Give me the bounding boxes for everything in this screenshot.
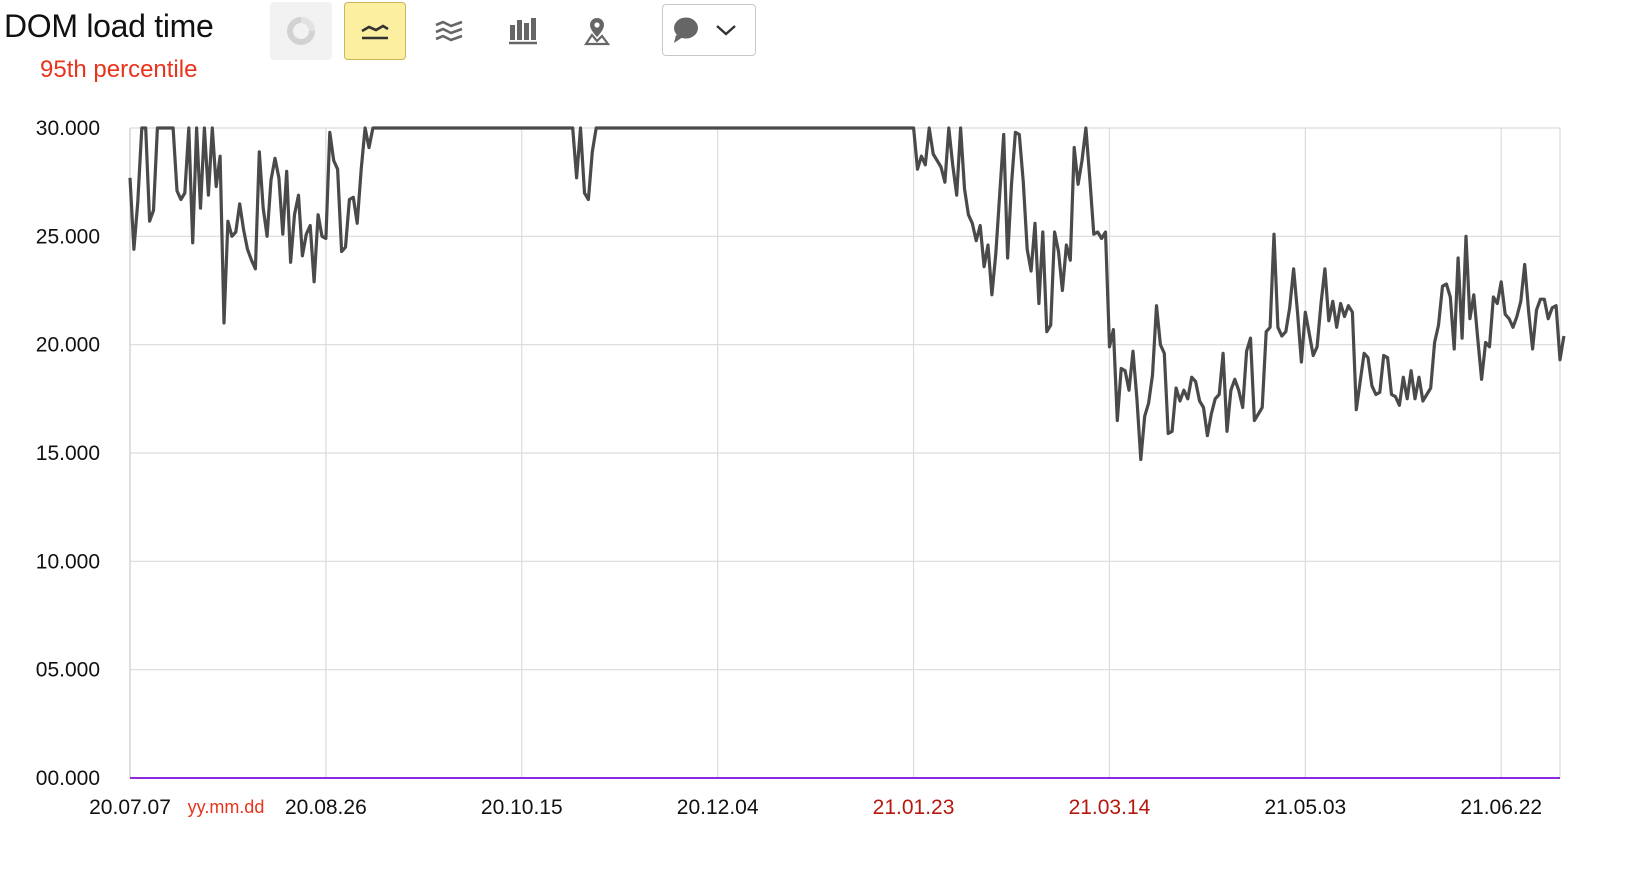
map-pin-icon xyxy=(583,18,611,46)
x-tick-label: 20.07.07 xyxy=(89,796,171,819)
y-tick-label: 15.000 xyxy=(36,442,100,465)
chart-subtitle: 95th percentile xyxy=(40,56,198,83)
x-tick-label: 21.01.23 xyxy=(873,796,955,819)
map-chart-button[interactable] xyxy=(566,2,628,60)
area-chart-button[interactable] xyxy=(418,2,480,60)
pie-chart-button[interactable] xyxy=(270,2,332,60)
comment-select[interactable] xyxy=(662,4,756,56)
pie-chart-icon xyxy=(287,17,315,45)
bar-chart-icon xyxy=(509,18,537,45)
x-date-format-label: yy.mm.dd xyxy=(188,797,265,817)
x-tick-label: 21.05.03 xyxy=(1264,796,1346,819)
y-tick-label: 10.000 xyxy=(36,550,100,573)
comment-icon xyxy=(674,17,698,43)
bar-chart-button[interactable] xyxy=(492,2,554,60)
x-tick-label: 20.08.26 xyxy=(285,796,367,819)
line-chart-button[interactable] xyxy=(344,2,406,60)
series-line xyxy=(128,126,1566,462)
x-tick-label: 20.12.04 xyxy=(677,796,759,819)
y-tick-label: 00.000 xyxy=(36,767,100,790)
y-tick-label: 20.000 xyxy=(36,334,100,357)
page-title: DOM load time xyxy=(4,8,214,44)
y-tick-label: 30.000 xyxy=(36,117,100,140)
y-tick-label: 25.000 xyxy=(36,225,100,248)
chevron-down-icon xyxy=(716,25,736,36)
x-tick-label: 20.10.15 xyxy=(481,796,563,819)
line-chart-icon xyxy=(361,24,389,40)
y-tick-label: 05.000 xyxy=(36,659,100,682)
x-tick-label: 21.03.14 xyxy=(1069,796,1151,819)
stacked-area-icon xyxy=(435,20,463,42)
x-tick-label: 21.06.22 xyxy=(1460,796,1542,819)
